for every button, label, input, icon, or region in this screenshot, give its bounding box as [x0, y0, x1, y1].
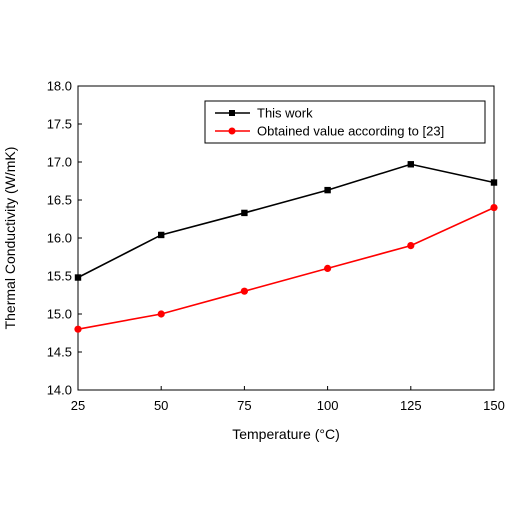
- legend: This work Obtained value according to [2…: [204, 100, 486, 144]
- data-point-this-work: [324, 186, 331, 194]
- series-line-this-work: [77, 163, 495, 279]
- x-tick-label: 25: [71, 398, 85, 413]
- legend-label-this-work: This work: [257, 106, 313, 121]
- data-point-obtained: [157, 310, 165, 318]
- data-point-obtained: [240, 287, 248, 295]
- data-point-this-work: [490, 179, 498, 186]
- x-axis-title: Temperature (°C): [232, 426, 340, 442]
- data-point-this-work: [407, 161, 414, 168]
- legend-label-obtained: Obtained value according to [23]: [257, 124, 444, 139]
- y-tick-label: 17.0: [47, 155, 72, 170]
- x-axis: 25 50 75 100 125 150: [71, 386, 505, 413]
- series-layer: [74, 161, 498, 333]
- y-tick-label: 14.5: [47, 345, 72, 360]
- y-tick-label: 17.5: [47, 117, 72, 132]
- data-point-obtained: [74, 325, 82, 333]
- data-point-obtained: [324, 264, 332, 272]
- series-line-obtained: [77, 206, 495, 330]
- legend-marker-obtained: [228, 127, 236, 135]
- y-axis: 14.0 14.5 15.0 15.5 16.0 16.5 17.0 17.5 18.0: [47, 79, 82, 398]
- x-tick-label: 100: [317, 398, 339, 413]
- x-tick-label: 50: [154, 398, 168, 413]
- data-point-this-work: [158, 231, 165, 239]
- data-point-obtained: [490, 204, 498, 212]
- y-tick-label: 16.0: [47, 231, 72, 246]
- y-tick-label: 15.5: [47, 269, 72, 284]
- y-tick-label: 14.0: [47, 383, 72, 398]
- legend-marker-this-work: [229, 110, 235, 116]
- y-tick-label: 18.0: [47, 79, 72, 94]
- x-tick-label: 75: [237, 398, 251, 413]
- y-tick-label: 15.0: [47, 307, 72, 322]
- x-tick-label: 125: [400, 398, 422, 413]
- y-tick-label: 16.5: [47, 193, 72, 208]
- data-point-this-work: [74, 274, 82, 281]
- y-axis-title: Thermal Conductivity (W/mK): [2, 147, 18, 330]
- data-point-this-work: [241, 209, 248, 217]
- data-point-obtained: [407, 242, 415, 250]
- legend-box: [204, 100, 486, 144]
- x-tick-label: 150: [483, 398, 505, 413]
